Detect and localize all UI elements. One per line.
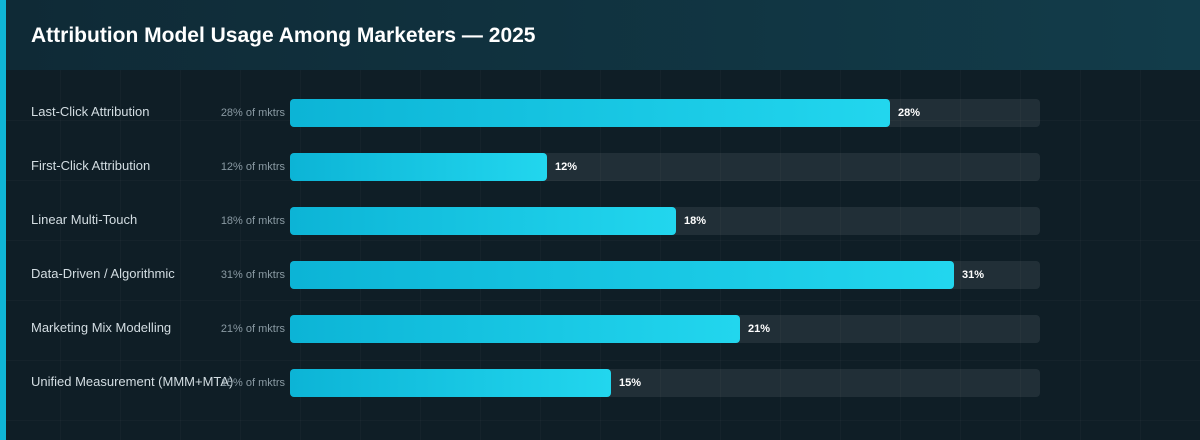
bar xyxy=(290,261,954,289)
category-label: Unified Measurement (MMM+MTA) xyxy=(31,374,234,389)
bar-hint: 18% of mktrs xyxy=(220,215,285,227)
bar xyxy=(290,207,676,235)
value-label: 31% xyxy=(962,269,985,281)
bar xyxy=(290,99,890,127)
bar-track: 12% xyxy=(290,153,1040,181)
category-label: First-Click Attribution xyxy=(31,158,151,173)
value-label: 18% xyxy=(684,215,707,227)
bar xyxy=(290,369,611,397)
bar-track: 18% xyxy=(290,207,1040,235)
bar-hint: 28% of mktrs xyxy=(220,107,285,119)
bar xyxy=(290,153,547,181)
chart-header: Attribution Model Usage Among Marketers … xyxy=(6,0,1200,70)
bar-hint: 15% of mktrs xyxy=(220,377,285,389)
bar-row: Data-Driven / Algorithmic 31% of mktrs 3… xyxy=(0,261,1200,289)
bar-row: Marketing Mix Modelling 21% of mktrs 21% xyxy=(0,315,1200,343)
value-label: 21% xyxy=(748,323,771,335)
bar-row: Linear Multi-Touch 18% of mktrs 18% xyxy=(0,207,1200,235)
bar-row: Last-Click Attribution 28% of mktrs 28% xyxy=(0,99,1200,127)
bar-track: 15% xyxy=(290,369,1040,397)
chart-title: Attribution Model Usage Among Marketers … xyxy=(31,24,536,47)
bar-track: 21% xyxy=(290,315,1040,343)
accent-stripe xyxy=(0,0,6,440)
bar-row: Unified Measurement (MMM+MTA) 15% of mkt… xyxy=(0,369,1200,397)
bar-hint: 12% of mktrs xyxy=(220,161,285,173)
bar-track: 28% xyxy=(290,99,1040,127)
bar-track: 31% xyxy=(290,261,1040,289)
value-label: 28% xyxy=(898,107,921,119)
bar-row: First-Click Attribution 12% of mktrs 12% xyxy=(0,153,1200,181)
category-label: Marketing Mix Modelling xyxy=(31,320,172,335)
category-label: Last-Click Attribution xyxy=(31,104,150,119)
bar-hint: 31% of mktrs xyxy=(220,269,285,281)
value-label: 15% xyxy=(619,377,642,389)
bar xyxy=(290,315,740,343)
category-label: Data-Driven / Algorithmic xyxy=(31,266,175,281)
category-label: Linear Multi-Touch xyxy=(31,212,138,227)
bar-hint: 21% of mktrs xyxy=(220,323,285,335)
value-label: 12% xyxy=(555,161,578,173)
